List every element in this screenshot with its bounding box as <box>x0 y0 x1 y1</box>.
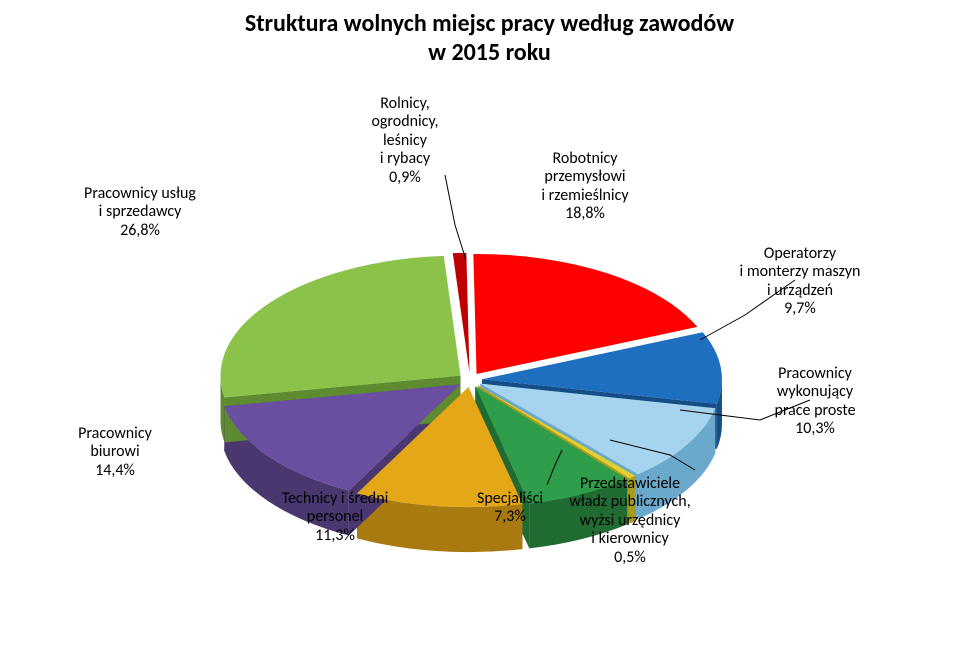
pie-chart-container: Struktura wolnych miejsc pracy według za… <box>0 0 979 661</box>
leader-line <box>445 175 466 260</box>
slice-label: Operatorzy i monterzy maszyn i urządzeń … <box>740 245 861 319</box>
pie-slice-top <box>221 256 461 398</box>
slice-label: Technicy i średni personel 11,3% <box>282 490 389 545</box>
slice-label: Rolnicy, ogrodnicy, leśnicy i rybacy 0,9… <box>371 95 438 187</box>
slice-label: Pracownicy wykonujący prace proste 10,3% <box>774 365 855 439</box>
slice-label: Pracownicy biurowi 14,4% <box>78 425 152 480</box>
slice-label: Specjaliści 7,3% <box>477 490 543 527</box>
slice-label: Pracownicy usług i sprzedawcy 26,8% <box>84 185 196 240</box>
slice-label: Przedstawiciele władz publicznych, wyżsi… <box>569 475 690 567</box>
pie-svg <box>0 0 979 661</box>
slice-label: Robotnicy przemysłowi i rzemieślnicy 18,… <box>541 150 628 224</box>
